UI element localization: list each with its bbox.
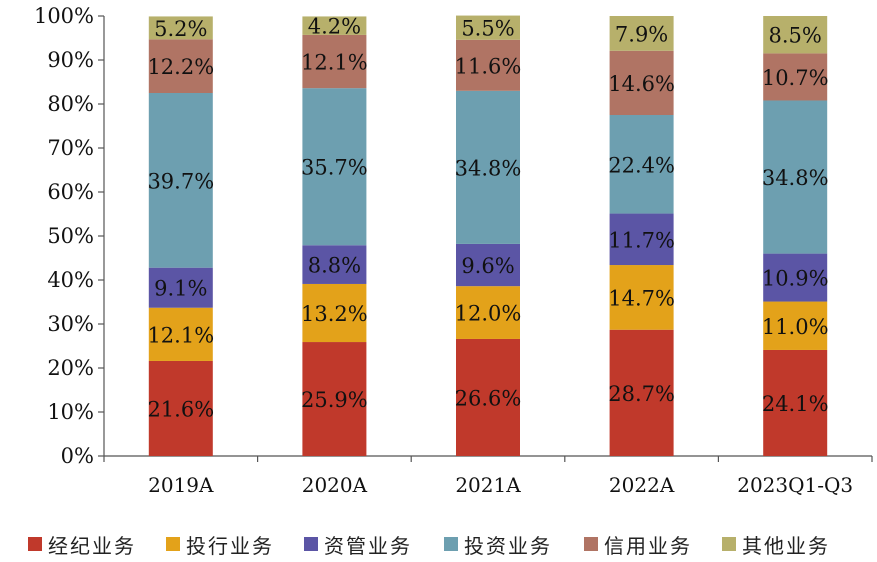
bar-segment [609, 16, 674, 51]
data-label: 11.6% [455, 54, 522, 78]
data-label: 14.7% [608, 286, 675, 310]
bar-segment [302, 342, 367, 456]
legend-swatch [166, 537, 180, 551]
bar-segment [763, 100, 828, 254]
data-label: 25.9% [301, 388, 368, 412]
data-label: 14.6% [608, 72, 675, 96]
bar-segment [763, 301, 828, 350]
legend-item: 投行业务 [166, 530, 274, 558]
legend-item: 资管业务 [304, 530, 412, 558]
data-label: 12.0% [455, 302, 522, 326]
data-label: 4.2% [308, 15, 361, 39]
y-tick-label: 40% [47, 268, 94, 292]
bar-segment [456, 39, 520, 91]
y-tick-label: 30% [47, 312, 94, 336]
legend-swatch [304, 537, 318, 551]
bar-segment [148, 39, 213, 93]
bar-segment [148, 93, 213, 268]
bar-segment [148, 267, 213, 308]
bar-segment [456, 90, 520, 244]
data-label: 12.1% [301, 51, 368, 75]
bar-segment [302, 88, 367, 246]
data-label: 5.2% [154, 17, 207, 41]
legend-swatch [584, 537, 598, 551]
legend-label: 其他业务 [742, 533, 830, 558]
bar-segment [148, 307, 213, 361]
x-tick-label: 2022A [609, 473, 675, 497]
legend-swatch [28, 537, 42, 551]
data-label: 35.7% [301, 156, 368, 180]
legend: 经纪业务 投行业务 资管业务 投资业务 信用业务 其他业务 [0, 528, 877, 562]
bar-segment [456, 243, 520, 287]
data-label: 11.7% [608, 228, 675, 252]
stacked-bar-chart: 0% 10% 20% 30% 40% 50% 60% 70% 80% 90% 100% 21.6% 12… [34, 4, 873, 497]
y-tick-label: 50% [47, 224, 94, 248]
legend-item: 经纪业务 [28, 530, 136, 558]
bar-segment [148, 16, 213, 40]
bar-segment [763, 16, 828, 54]
data-label: 7.9% [615, 22, 668, 46]
data-label: 39.7% [147, 169, 214, 193]
y-tick-label: 10% [47, 400, 94, 424]
data-label: 22.4% [608, 153, 675, 177]
bar-segment [763, 53, 828, 101]
data-label: 26.6% [455, 386, 522, 410]
y-tick-label: 80% [47, 92, 94, 116]
legend-swatch [444, 537, 458, 551]
legend-item: 投资业务 [444, 530, 552, 558]
legend-label: 投行业务 [186, 533, 274, 558]
data-label: 12.1% [147, 323, 214, 347]
data-label: 28.7% [608, 382, 675, 406]
bar-segment [456, 286, 520, 339]
data-label: 34.8% [455, 156, 522, 180]
legend-label: 经纪业务 [48, 533, 136, 558]
y-tick-label: 60% [47, 180, 94, 204]
data-label: 8.8% [308, 254, 361, 278]
data-label: 34.8% [762, 166, 829, 190]
data-label: 9.1% [154, 277, 207, 301]
y-tick-label: 100% [34, 4, 94, 28]
x-tick-label: 2021A [455, 473, 521, 497]
legend-item: 其他业务 [722, 530, 830, 558]
legend-label: 信用业务 [604, 533, 692, 558]
y-tick-label: 70% [47, 136, 94, 160]
bar-segment [609, 50, 674, 116]
data-label: 9.6% [461, 254, 514, 278]
bar-segment [609, 213, 674, 266]
bar-segment [763, 349, 828, 456]
bar-segment [456, 15, 520, 40]
bar-segment [302, 16, 367, 35]
x-tick-label: 2023Q1-Q3 [737, 473, 853, 497]
legend-label: 投资业务 [464, 533, 552, 558]
bar-segment [456, 338, 520, 456]
data-label: 24.1% [762, 392, 829, 416]
data-label: 11.0% [762, 315, 829, 339]
bar-segment [302, 34, 367, 89]
bar-segment [609, 115, 674, 214]
bar-segment [302, 245, 367, 284]
data-label: 21.6% [147, 397, 214, 421]
data-label: 10.7% [762, 66, 829, 90]
x-tick-label: 2019A [148, 473, 214, 497]
legend-swatch [722, 537, 736, 551]
data-label: 5.5% [461, 17, 514, 41]
x-tick-label: 2020A [302, 473, 368, 497]
y-tick-label: 20% [47, 356, 94, 380]
data-label: 13.2% [301, 302, 368, 326]
y-tick-label: 0% [61, 444, 94, 468]
bar-segment [609, 329, 674, 456]
data-label: 12.2% [147, 55, 214, 79]
data-label: 8.5% [769, 24, 822, 48]
data-label: 10.9% [762, 267, 829, 291]
bar-segment [148, 360, 213, 456]
bar-segment [609, 265, 674, 330]
y-tick-label: 90% [47, 48, 94, 72]
legend-label: 资管业务 [324, 533, 412, 558]
legend-item: 信用业务 [584, 530, 692, 558]
bar-segment [763, 253, 828, 302]
bar-segment [302, 283, 367, 343]
